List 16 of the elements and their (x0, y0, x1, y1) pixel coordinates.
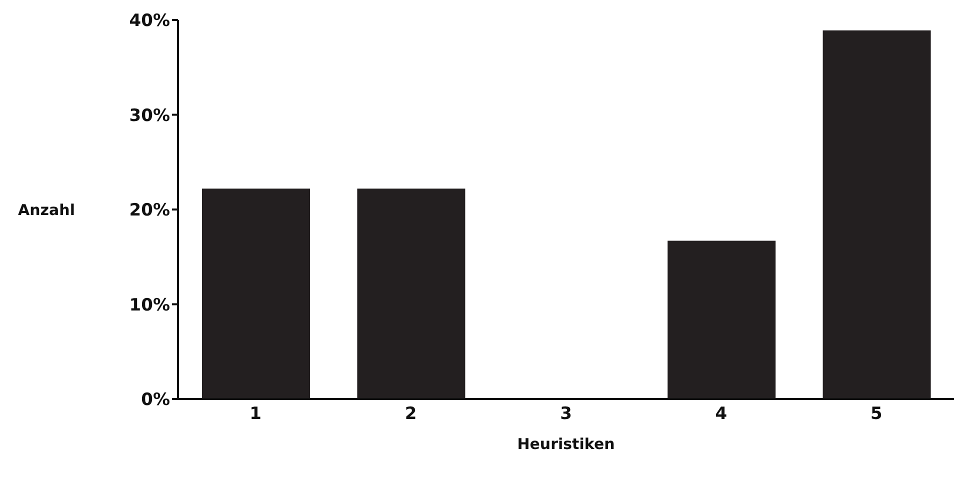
x-tick-label: 2 (404, 404, 417, 424)
y-tick-label: 10% (129, 295, 170, 316)
y-tick-label: 20% (129, 200, 170, 221)
bar (202, 188, 310, 399)
x-tick-label: 1 (250, 404, 262, 424)
bar (357, 188, 466, 399)
x-axis-title: Heuristiken (517, 435, 615, 453)
x-tick-label: 5 (870, 404, 882, 424)
bar (822, 30, 931, 399)
y-tick-label: 0% (141, 390, 170, 410)
y-tick-label: 40% (129, 11, 170, 32)
bar (668, 240, 776, 399)
x-tick-label: 4 (715, 404, 728, 424)
x-tick-label: 3 (560, 404, 572, 424)
y-axis-title: Anzahl (18, 200, 75, 219)
y-tick-label: 30% (129, 106, 170, 126)
